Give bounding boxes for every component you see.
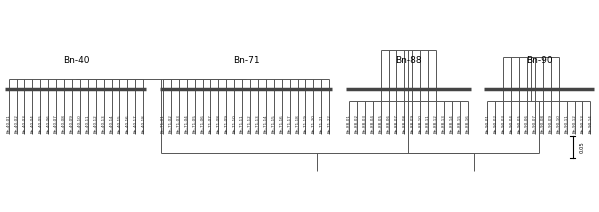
- Text: Bn-88-12: Bn-88-12: [434, 115, 438, 134]
- Text: Bn-90-02: Bn-90-02: [494, 114, 497, 134]
- Text: Bn-90: Bn-90: [526, 56, 552, 65]
- Text: Bn-71-14: Bn-71-14: [264, 115, 268, 134]
- Text: Bn-71-19: Bn-71-19: [304, 115, 307, 134]
- Text: Bn-71-07: Bn-71-07: [208, 115, 213, 134]
- Text: Bn-90-07: Bn-90-07: [533, 114, 537, 134]
- Text: Bn-40-10: Bn-40-10: [78, 115, 82, 134]
- Text: Bn-71-08: Bn-71-08: [216, 115, 220, 134]
- Text: Bn-71-21: Bn-71-21: [319, 115, 323, 134]
- Text: Bn-71: Bn-71: [233, 56, 259, 65]
- Text: Bn-90-08: Bn-90-08: [541, 114, 545, 134]
- Text: Bn-40-16: Bn-40-16: [125, 115, 129, 134]
- Text: Bn-90-04: Bn-90-04: [509, 115, 513, 134]
- Text: Bn-40: Bn-40: [63, 56, 89, 65]
- Text: Bn-88-14: Bn-88-14: [450, 115, 454, 134]
- Text: Bn-71-04: Bn-71-04: [184, 115, 189, 134]
- Text: Bn-40-18: Bn-40-18: [141, 115, 145, 134]
- Text: Bn-88-04: Bn-88-04: [371, 115, 375, 134]
- Text: Bn-71-11: Bn-71-11: [240, 115, 244, 134]
- Text: Bn-88-10: Bn-88-10: [418, 115, 422, 134]
- Text: Bn-88-01: Bn-88-01: [347, 115, 351, 134]
- Text: Bn-40-11: Bn-40-11: [86, 115, 90, 134]
- Text: Bn-71-01: Bn-71-01: [161, 115, 165, 134]
- Text: Bn-40-17: Bn-40-17: [133, 115, 137, 134]
- Text: Bn-88-02: Bn-88-02: [355, 114, 359, 134]
- Text: Bn-71-03: Bn-71-03: [177, 115, 181, 134]
- Text: Bn-88-16: Bn-88-16: [465, 115, 470, 134]
- Text: Bn-71-09: Bn-71-09: [224, 115, 228, 134]
- Text: Bn-71-22: Bn-71-22: [327, 115, 331, 134]
- Text: Bn-88: Bn-88: [395, 56, 422, 65]
- Text: Bn-71-18: Bn-71-18: [295, 115, 300, 134]
- Text: Bn-90-13: Bn-90-13: [580, 115, 585, 134]
- Text: Bn-71-17: Bn-71-17: [288, 115, 292, 134]
- Text: Bn-71-15: Bn-71-15: [272, 115, 276, 134]
- Text: Bn-40-05: Bn-40-05: [38, 115, 43, 134]
- Text: Bn-88-07: Bn-88-07: [395, 114, 398, 134]
- Text: Bn-40-14: Bn-40-14: [110, 115, 113, 134]
- Text: Bn-40-13: Bn-40-13: [102, 115, 105, 134]
- Text: Bn-90-05: Bn-90-05: [517, 114, 521, 134]
- Text: Bn-71-06: Bn-71-06: [201, 115, 204, 134]
- Text: Bn-71-02: Bn-71-02: [169, 115, 173, 134]
- Text: Bn-88-11: Bn-88-11: [426, 115, 430, 134]
- Text: Bn-40-06: Bn-40-06: [46, 115, 50, 134]
- Text: Bn-88-13: Bn-88-13: [442, 115, 446, 134]
- Text: Bn-90-12: Bn-90-12: [573, 115, 577, 134]
- Text: Bn-90-03: Bn-90-03: [501, 114, 506, 134]
- Text: Bn-88-08: Bn-88-08: [403, 114, 406, 134]
- Text: Bn-40-04: Bn-40-04: [31, 115, 34, 134]
- Text: Bn-71-12: Bn-71-12: [248, 115, 252, 134]
- Text: 0.05: 0.05: [580, 141, 585, 153]
- Text: Bn-90-11: Bn-90-11: [565, 115, 568, 134]
- Text: Bn-71-05: Bn-71-05: [193, 115, 196, 134]
- Text: Bn-40-09: Bn-40-09: [70, 115, 74, 134]
- Text: Bn-71-10: Bn-71-10: [232, 115, 236, 134]
- Text: Bn-71-16: Bn-71-16: [280, 115, 284, 134]
- Text: Bn-90-06: Bn-90-06: [525, 114, 529, 134]
- Text: Bn-40-01: Bn-40-01: [7, 115, 11, 134]
- Text: Bn-40-02: Bn-40-02: [14, 115, 19, 134]
- Text: Bn-90-09: Bn-90-09: [549, 114, 553, 134]
- Text: Bn-71-13: Bn-71-13: [256, 115, 260, 134]
- Text: Bn-90-14: Bn-90-14: [588, 115, 592, 134]
- Text: Bn-90-10: Bn-90-10: [556, 115, 561, 134]
- Text: Bn-88-03: Bn-88-03: [363, 114, 367, 134]
- Text: Bn-40-08: Bn-40-08: [62, 115, 66, 134]
- Text: Bn-71-20: Bn-71-20: [311, 115, 315, 134]
- Text: Bn-88-15: Bn-88-15: [458, 115, 462, 134]
- Text: Bn-90-01: Bn-90-01: [486, 115, 489, 134]
- Text: Bn-40-15: Bn-40-15: [117, 115, 122, 134]
- Text: Bn-88-09: Bn-88-09: [410, 114, 415, 134]
- Text: Bn-40-12: Bn-40-12: [93, 115, 98, 134]
- Text: Bn-40-03: Bn-40-03: [22, 115, 26, 134]
- Text: Bn-88-05: Bn-88-05: [379, 114, 383, 134]
- Text: Bn-40-07: Bn-40-07: [54, 115, 58, 134]
- Text: Bn-88-06: Bn-88-06: [386, 114, 391, 134]
